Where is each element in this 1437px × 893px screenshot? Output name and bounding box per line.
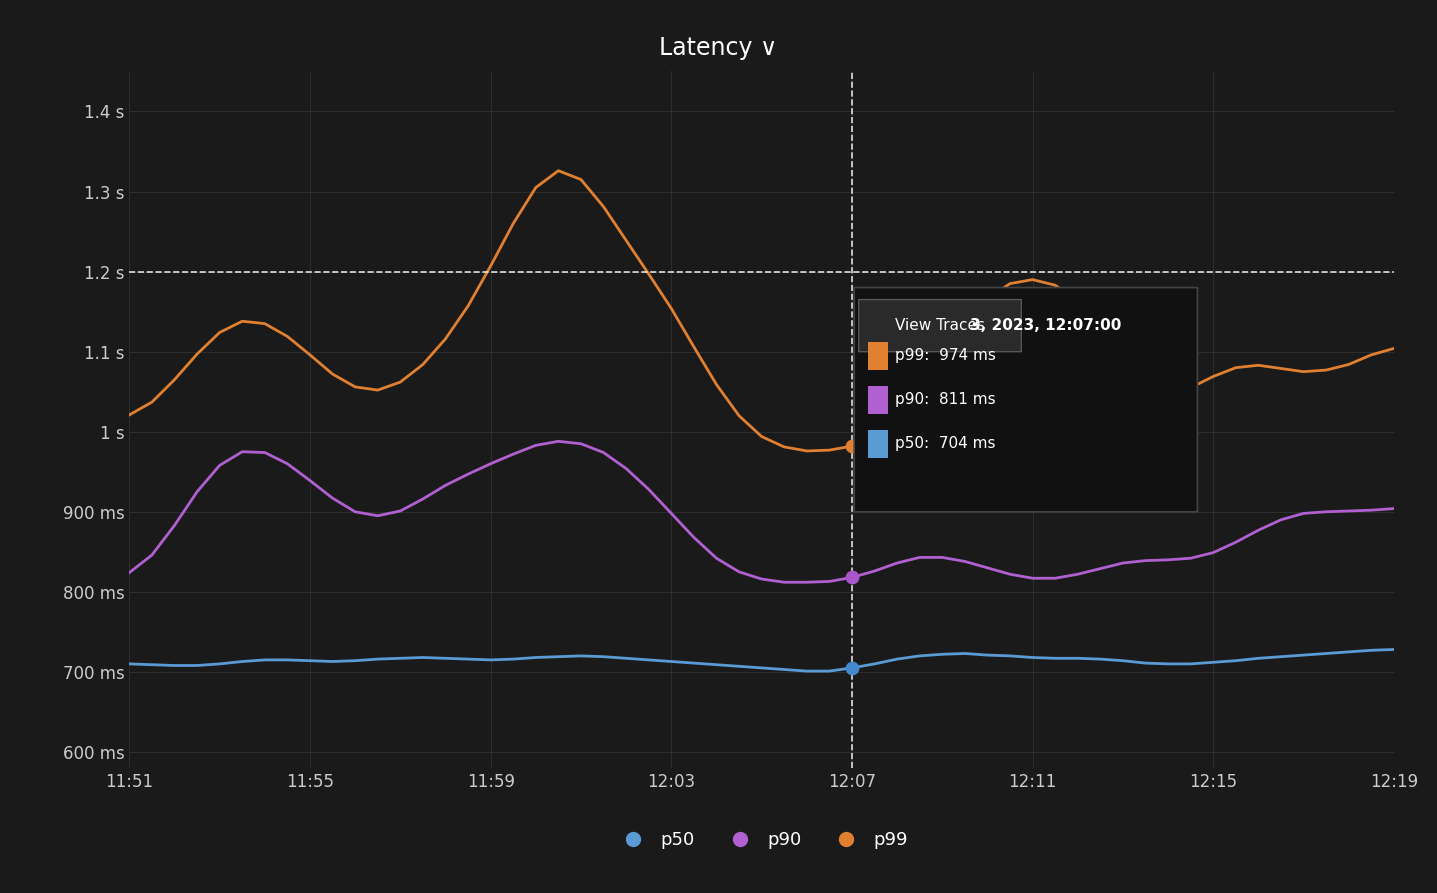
Point <box>841 661 864 675</box>
Legend: p50, p90, p99: p50, p90, p99 <box>608 824 915 856</box>
FancyBboxPatch shape <box>868 386 888 414</box>
Text: Latency ∨: Latency ∨ <box>660 36 777 60</box>
Text: p50:  704 ms: p50: 704 ms <box>895 436 996 451</box>
Text: 3, 2023, 12:07:00: 3, 2023, 12:07:00 <box>970 318 1122 333</box>
Text: p90:  811 ms: p90: 811 ms <box>895 392 996 407</box>
FancyBboxPatch shape <box>859 299 1022 352</box>
Text: p99:  974 ms: p99: 974 ms <box>895 348 996 363</box>
FancyBboxPatch shape <box>868 430 888 458</box>
FancyBboxPatch shape <box>868 342 888 370</box>
Point <box>841 439 864 454</box>
Point <box>841 571 864 585</box>
Text: View Traces: View Traces <box>895 318 984 333</box>
FancyBboxPatch shape <box>854 288 1197 512</box>
